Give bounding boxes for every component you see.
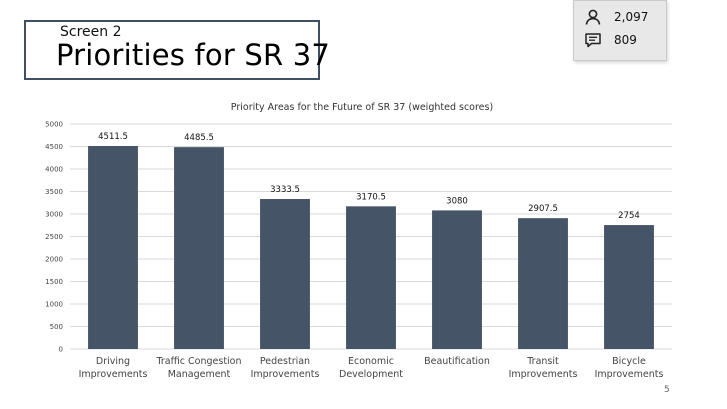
y-tick-label: 1000: [45, 301, 63, 309]
bar: [260, 198, 310, 349]
category-label: Driving Improvements: [79, 356, 148, 380]
stats-panel: 2,097 809: [573, 0, 667, 61]
comments-stat: 809: [584, 31, 637, 49]
page-number: 5: [664, 385, 670, 395]
y-tick-label: 2000: [45, 256, 63, 264]
y-tick-label: 3000: [45, 211, 63, 219]
comment-icon: [585, 33, 601, 48]
title-card: [24, 20, 320, 80]
comments-count: 809: [614, 33, 637, 47]
category-label: Pedestrian Improvements: [251, 356, 320, 380]
data-label: 3333.5: [270, 185, 300, 195]
bar: [518, 218, 568, 349]
category-label: Transit Improvements: [509, 356, 578, 380]
data-label: 4511.5: [98, 132, 128, 142]
y-axis-ticks: 0 500 1000 1500 2000 2500 3000 3500 4000 4500 5000: [45, 121, 63, 354]
page-title: Priorities for SR 37: [56, 38, 331, 72]
bar: [432, 210, 482, 349]
bar: [88, 145, 138, 349]
y-tick-label: 4000: [45, 166, 63, 174]
data-label: 2754: [618, 211, 640, 221]
bar: [174, 147, 224, 349]
screen-label: Screen 2: [60, 24, 122, 40]
y-tick-label: 4500: [45, 143, 63, 151]
y-tick-label: 500: [50, 323, 63, 331]
participants-stat: 2,097: [584, 8, 648, 26]
y-tick-label: 2500: [45, 233, 63, 241]
data-label: 2907.5: [528, 204, 558, 214]
data-label: 4485.5: [184, 133, 214, 143]
category-label: Beautification: [424, 356, 490, 367]
y-tick-label: 5000: [45, 121, 63, 129]
bar: [604, 225, 654, 349]
y-tick-label: 3500: [45, 188, 63, 196]
participants-count: 2,097: [614, 10, 649, 24]
y-tick-label: 0: [59, 346, 63, 354]
person-icon: [585, 9, 601, 25]
chart-title: Priority Areas for the Future of SR 37 (…: [231, 102, 493, 113]
data-label: 3170.5: [356, 192, 386, 202]
category-label: Bicycle Improvements: [595, 356, 664, 380]
x-axis-categories: Driving Improvements Traffic Congestion Man…: [79, 356, 664, 380]
y-tick-label: 1500: [45, 278, 63, 286]
data-label: 3080: [446, 196, 468, 206]
chart-bars: [88, 145, 654, 349]
chart-data-labels: 4511.5 4485.5 3333.5 3170.5 3080 2907.5 2754: [98, 132, 640, 221]
category-label: Traffic Congestion Management: [155, 356, 241, 380]
category-label: Economic Development: [339, 356, 403, 380]
bar: [346, 206, 396, 349]
